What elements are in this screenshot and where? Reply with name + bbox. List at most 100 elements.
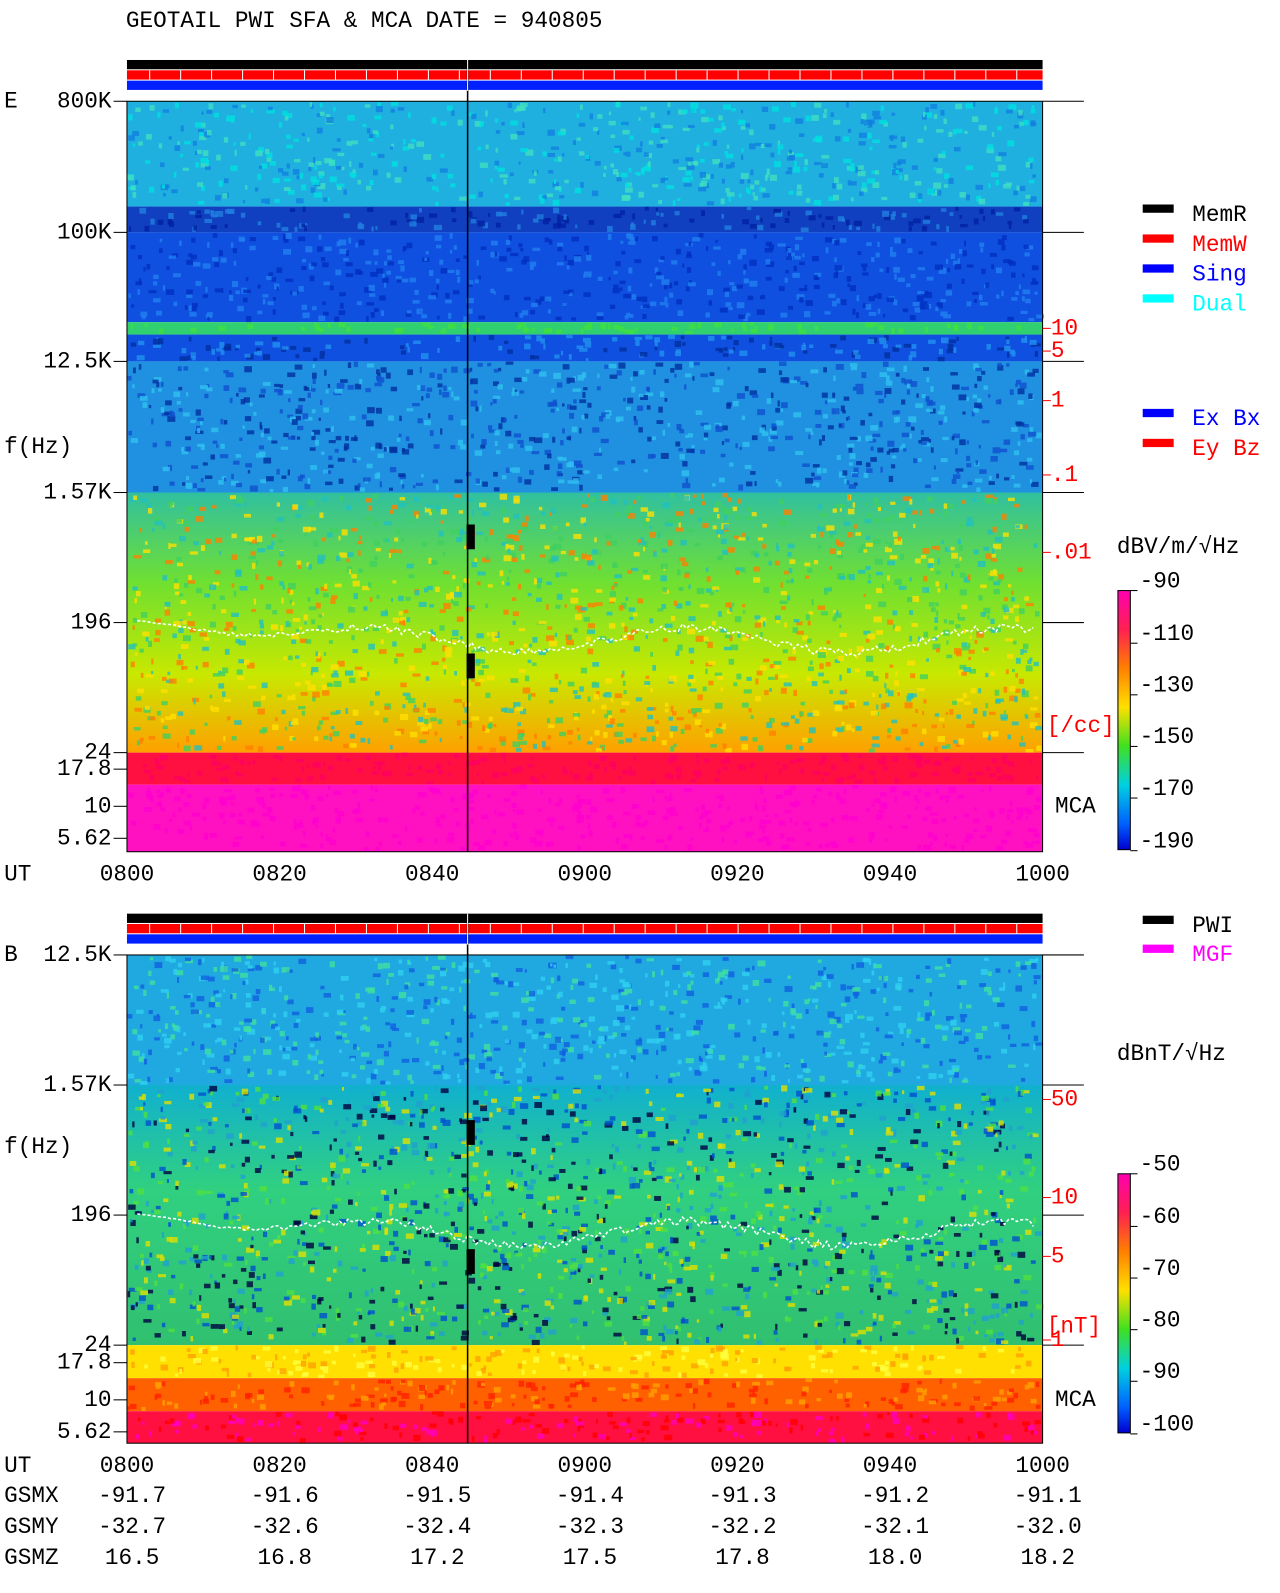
spectrogram-cell xyxy=(873,798,881,804)
spectrogram-cell xyxy=(180,644,189,649)
spectrogram-cell xyxy=(471,433,474,439)
spectrogram-cell xyxy=(549,1043,557,1050)
spectrogram-cell xyxy=(256,350,263,356)
spectrogram-cell xyxy=(847,508,855,515)
spectrogram-cell xyxy=(867,512,872,519)
spectrogram-cell xyxy=(529,643,533,648)
spectrogram-cell xyxy=(131,820,136,826)
spectrogram-cell xyxy=(310,1055,318,1061)
spectrogram-cell xyxy=(159,238,163,243)
spectrogram-cell xyxy=(613,270,618,275)
spectrogram-cell xyxy=(649,525,652,529)
spectrogram-cell xyxy=(800,1058,804,1064)
spectrogram-cell xyxy=(173,583,180,590)
spectrogram-cell xyxy=(255,347,261,352)
spectrogram-cell xyxy=(677,1059,682,1065)
spectrogram-cell xyxy=(981,789,984,793)
spectrogram-cell xyxy=(287,999,294,1005)
spectrogram-cell xyxy=(278,538,284,543)
spectrogram-cell xyxy=(959,572,966,578)
spectrogram-cell xyxy=(268,809,273,813)
spectrogram-cell xyxy=(1025,816,1028,821)
spectrogram-cell xyxy=(352,169,356,173)
spectrogram-cell xyxy=(900,136,906,142)
spectrogram-cell xyxy=(524,326,528,333)
spectrogram-cell xyxy=(953,324,957,330)
spectrogram-cell xyxy=(1036,745,1042,752)
spectrogram-cell xyxy=(327,532,333,538)
spectrogram-cell xyxy=(324,583,328,589)
spectrogram-cell xyxy=(622,670,625,677)
spectrogram-cell xyxy=(377,102,382,108)
spectrogram-cell xyxy=(698,232,704,238)
spectrogram-cell xyxy=(538,506,543,511)
spectrogram-cell xyxy=(787,551,792,557)
spectrogram-cell xyxy=(189,824,193,831)
spectrogram-cell xyxy=(207,315,210,321)
spectrogram-cell xyxy=(780,377,789,383)
spectrogram-cell xyxy=(135,652,138,656)
spectrogram-cell xyxy=(1006,814,1011,820)
spectrogram-cell xyxy=(383,521,392,526)
spectrogram-cell xyxy=(968,649,975,654)
spectrogram-cell xyxy=(852,308,856,315)
spectrogram-cell xyxy=(524,675,530,682)
spectrogram-cell xyxy=(713,507,719,513)
spectrogram-cell xyxy=(721,178,725,184)
spectrogram-cell xyxy=(429,1042,433,1046)
spectrogram-cell xyxy=(686,528,695,533)
spectrogram-cell xyxy=(906,1028,912,1035)
spectrogram-cell xyxy=(376,594,380,599)
spectrogram-cell xyxy=(894,538,903,545)
spectrogram-cell xyxy=(186,736,190,743)
spectrogram-cell xyxy=(974,639,978,644)
spectrogram-cell xyxy=(623,152,627,156)
spectrogram-cell xyxy=(384,1081,391,1085)
spectrogram-cell xyxy=(420,726,428,732)
spectrogram-cell xyxy=(312,429,321,435)
spectrogram-cell xyxy=(233,1027,241,1031)
spectrogram-cell xyxy=(271,534,275,538)
spectrogram-cell xyxy=(998,574,1005,580)
spectrogram-cell xyxy=(357,483,361,490)
spectrogram-cell xyxy=(603,732,608,738)
spectrogram-cell xyxy=(233,756,238,761)
spectrogram-cell xyxy=(594,602,603,607)
spectrogram-cell xyxy=(520,524,529,531)
spectrogram-cell xyxy=(253,411,257,416)
spectrogram-cell xyxy=(135,107,141,112)
spectrogram-cell xyxy=(452,218,457,222)
spectrogram-cell xyxy=(888,144,897,149)
spectrogram-cell xyxy=(735,567,744,572)
spectrogram-cell xyxy=(1007,497,1015,502)
spectrogram-cell xyxy=(406,219,412,223)
spectrogram-cell xyxy=(705,312,710,318)
spectrogram-cell xyxy=(633,371,638,377)
spectrogram-cell xyxy=(808,998,811,1002)
spectrogram-cell xyxy=(340,994,344,1001)
spectrogram-cell xyxy=(646,1038,655,1044)
spectrogram-cell xyxy=(788,149,792,154)
spectrogram-cell xyxy=(412,403,420,407)
spectrogram-cell xyxy=(949,844,957,849)
spectrogram-cell xyxy=(224,477,227,482)
spectrogram-cell xyxy=(888,825,893,829)
spectrogram-cell xyxy=(660,139,668,144)
spectrogram-cell xyxy=(261,695,266,701)
spectrogram-cell xyxy=(942,436,949,441)
spectrogram-cell xyxy=(724,975,728,980)
spectrogram-cell xyxy=(754,1056,760,1063)
spectrogram-cell xyxy=(562,152,565,157)
spectrogram-cell xyxy=(474,558,478,562)
spectrogram-cell xyxy=(383,537,387,543)
spectrogram-cell xyxy=(370,311,375,318)
spectrogram-cell xyxy=(300,639,308,643)
spectrogram-cell xyxy=(606,710,612,716)
spectrogram-cell xyxy=(643,166,651,172)
spectrogram-cell xyxy=(872,675,879,682)
spectrogram-cell xyxy=(927,832,934,838)
spectrogram-cell xyxy=(597,1039,606,1045)
spectrogram-cell xyxy=(694,542,701,547)
spectrogram-cell xyxy=(153,823,161,830)
spectrogram-cell xyxy=(319,774,326,780)
